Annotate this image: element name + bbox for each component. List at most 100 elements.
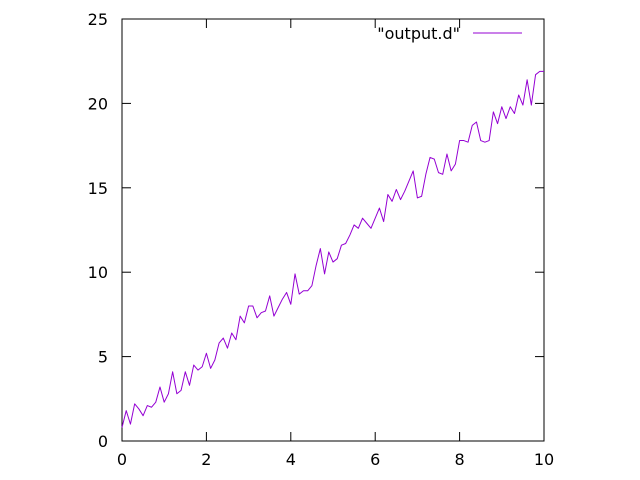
legend: "output.d" xyxy=(377,24,522,43)
data-point xyxy=(176,393,177,394)
axis-ticks xyxy=(121,18,545,442)
data-point xyxy=(126,410,127,411)
plot-frame xyxy=(121,18,545,442)
data-point xyxy=(467,142,468,143)
y-tick-label: 10 xyxy=(88,263,108,282)
data-point xyxy=(172,371,173,372)
data-point xyxy=(311,285,312,286)
data-point xyxy=(501,106,502,107)
data-point xyxy=(121,427,122,428)
data-point xyxy=(261,312,262,313)
data-point xyxy=(345,243,346,244)
data-point xyxy=(375,218,376,219)
data-point xyxy=(227,348,228,349)
data-point xyxy=(354,224,355,225)
data-point xyxy=(400,199,401,200)
data-point xyxy=(134,403,135,404)
data-point xyxy=(493,111,494,112)
data-point xyxy=(265,310,266,311)
data-point xyxy=(514,113,515,114)
data-point xyxy=(155,402,156,403)
data-point xyxy=(518,94,519,95)
data-point xyxy=(303,290,304,291)
data-point xyxy=(370,228,371,229)
data-point xyxy=(147,405,148,406)
data-point xyxy=(379,207,380,208)
data-point xyxy=(391,201,392,202)
data-point xyxy=(387,194,388,195)
data-point xyxy=(522,104,523,105)
data-point xyxy=(527,79,528,80)
data-point xyxy=(143,415,144,416)
data-point xyxy=(223,337,224,338)
data-point xyxy=(294,273,295,274)
data-point xyxy=(189,385,190,386)
data-point xyxy=(442,174,443,175)
data-point xyxy=(349,234,350,235)
data-point xyxy=(324,273,325,274)
data-point xyxy=(240,315,241,316)
data-point xyxy=(332,261,333,262)
data-point xyxy=(434,159,435,160)
y-tick-label: 5 xyxy=(98,348,108,367)
data-point xyxy=(248,305,249,306)
data-point xyxy=(505,118,506,119)
data-point xyxy=(459,140,460,141)
y-tick-label: 25 xyxy=(88,10,108,29)
y-tick-label: 0 xyxy=(98,432,108,451)
data-point xyxy=(535,74,536,75)
data-point xyxy=(539,71,540,72)
data-point xyxy=(463,140,464,141)
data-point xyxy=(421,196,422,197)
data-point xyxy=(235,339,236,340)
data-point xyxy=(282,299,283,300)
data-point xyxy=(425,174,426,175)
data-point xyxy=(164,402,165,403)
data-point xyxy=(138,408,139,409)
data-point xyxy=(273,315,274,316)
x-tick-label: 8 xyxy=(455,450,465,469)
data-point xyxy=(159,386,160,387)
data-point xyxy=(244,322,245,323)
series-line-output-d xyxy=(121,70,544,428)
data-point xyxy=(269,295,270,296)
data-point xyxy=(476,121,477,122)
data-point xyxy=(396,189,397,190)
data-point xyxy=(328,251,329,252)
data-point xyxy=(366,223,367,224)
data-point xyxy=(341,245,342,246)
data-point xyxy=(278,307,279,308)
data-point xyxy=(206,353,207,354)
data-point xyxy=(489,140,490,141)
data-point xyxy=(307,290,308,291)
data-point xyxy=(320,248,321,249)
data-point xyxy=(252,305,253,306)
data-point xyxy=(286,292,287,293)
legend-label-output-d: "output.d" xyxy=(377,24,460,43)
data-point xyxy=(130,424,131,425)
data-point xyxy=(446,153,447,154)
y-tick-label: 20 xyxy=(88,94,108,113)
data-point xyxy=(383,221,384,222)
data-point xyxy=(202,366,203,367)
data-point xyxy=(193,364,194,365)
data-point xyxy=(404,191,405,192)
x-tick-label: 6 xyxy=(370,450,380,469)
data-point xyxy=(231,332,232,333)
data-point xyxy=(151,407,152,408)
x-tick-label: 4 xyxy=(286,450,296,469)
data-point xyxy=(451,170,452,171)
data-point xyxy=(168,393,169,394)
data-point xyxy=(210,368,211,369)
data-point xyxy=(497,123,498,124)
x-tick-label: 10 xyxy=(534,450,554,469)
data-point xyxy=(543,71,544,72)
data-point xyxy=(429,157,430,158)
data-point xyxy=(197,370,198,371)
data-point xyxy=(455,164,456,165)
data-point xyxy=(299,294,300,295)
data-point xyxy=(180,390,181,391)
series-layer xyxy=(121,70,544,428)
data-point xyxy=(484,142,485,143)
data-point xyxy=(413,170,414,171)
